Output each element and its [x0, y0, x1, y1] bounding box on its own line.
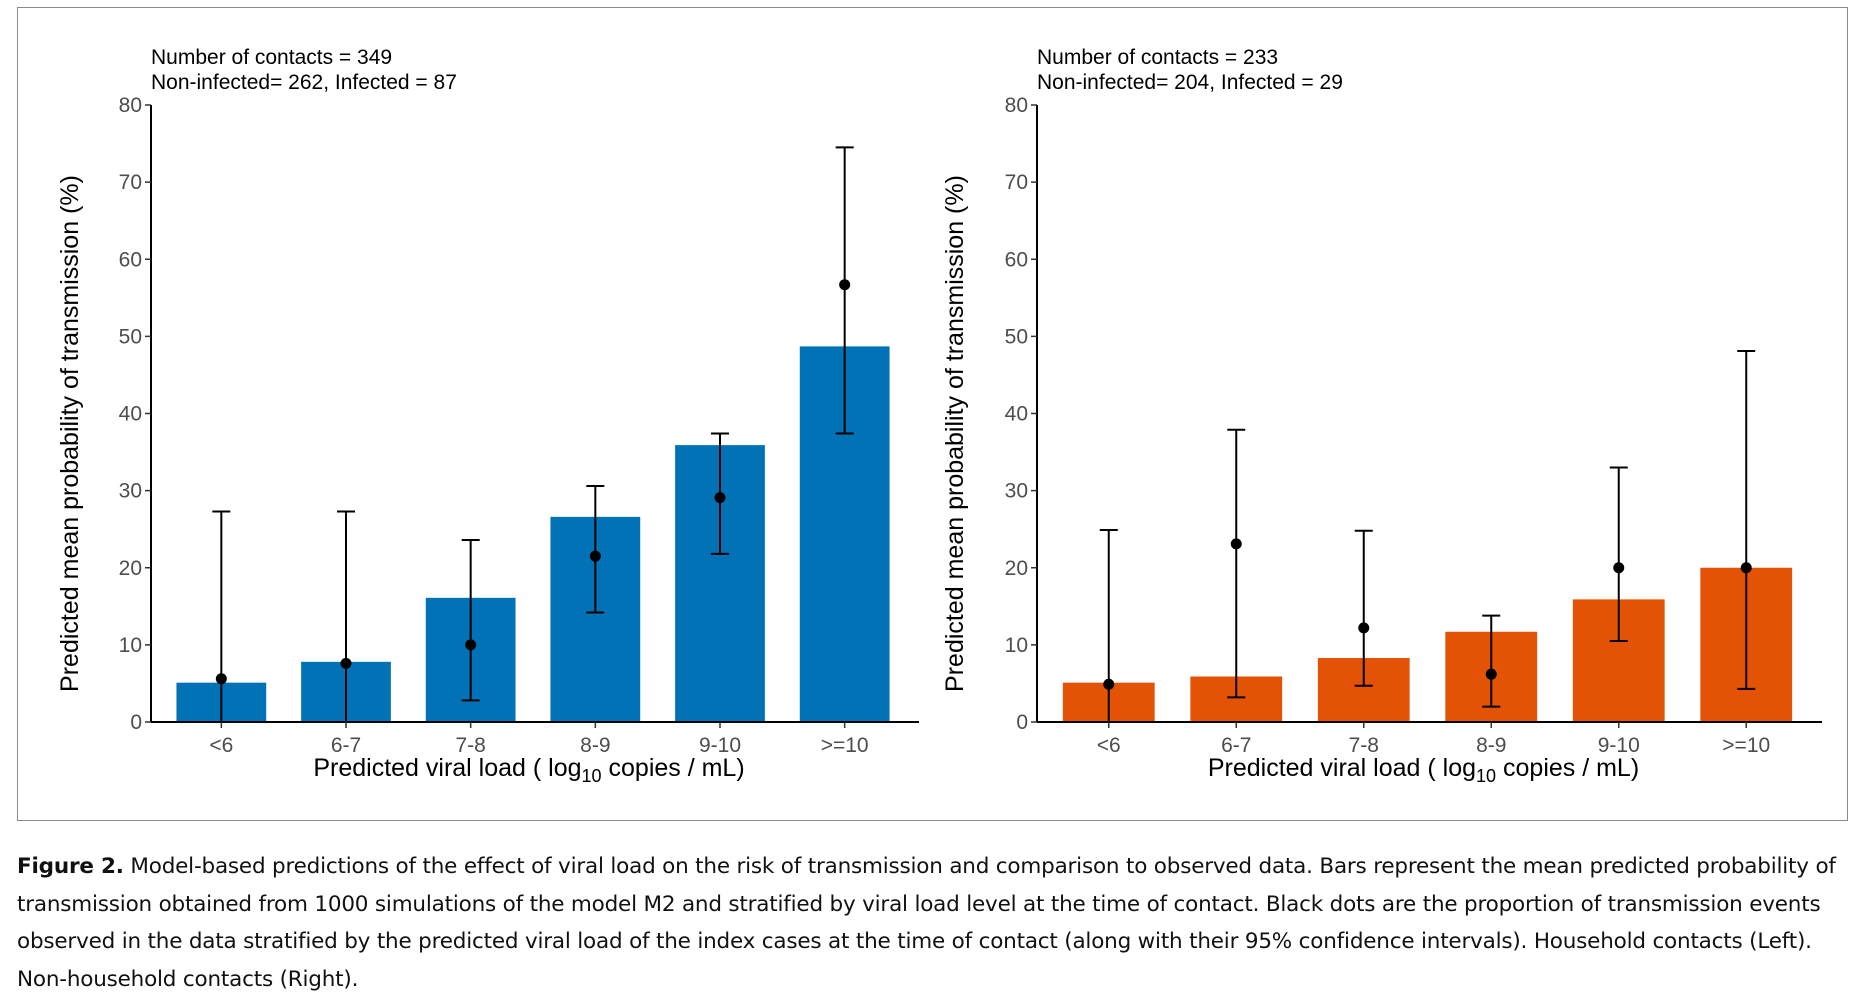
y-tick-label: 80 [1005, 94, 1028, 117]
y-axis-title: Predicted mean probability of transmissi… [56, 175, 84, 692]
x-tick-label: 7-8 [455, 734, 485, 757]
x-tick-label: >=10 [821, 734, 869, 757]
observed-point-<6 [215, 673, 227, 685]
x-tick-label: <6 [209, 734, 233, 757]
x-axis-title: Predicted viral load ( log10 copies / mL… [1208, 754, 1639, 786]
y-tick-label: 10 [1005, 634, 1028, 657]
observed-point-8-9 [1485, 668, 1497, 680]
observed-point-7-8 [1358, 622, 1370, 634]
y-tick-label: 50 [1005, 325, 1028, 348]
annotation-contacts: Number of contacts = 349 [151, 46, 392, 69]
observed-point-9-10 [714, 492, 726, 504]
y-tick-label: 30 [119, 480, 142, 503]
x-tick-label: 8-9 [1476, 734, 1506, 757]
annotation-infection-counts: Non-infected= 262, Infected = 87 [151, 71, 457, 94]
x-tick-label: >=10 [1722, 734, 1770, 757]
y-tick-label: 40 [119, 403, 142, 426]
observed-point-7-8 [465, 639, 477, 651]
x-tick-label: 6-7 [1221, 734, 1251, 757]
y-tick-label: 0 [1016, 711, 1028, 734]
annotation-infection-counts: Non-infected= 204, Infected = 29 [1037, 71, 1343, 94]
y-tick-label: 20 [119, 557, 142, 580]
caption-text: Model-based predictions of the effect of… [17, 854, 1836, 992]
observed-point->=10 [1740, 562, 1752, 574]
x-tick-label: 7-8 [1349, 734, 1379, 757]
x-tick-label: 9-10 [699, 734, 741, 757]
observed-point-8-9 [589, 550, 601, 562]
y-tick-label: 0 [130, 711, 142, 734]
x-axis-title: Predicted viral load ( log10 copies / mL… [313, 754, 744, 786]
x-tick-label: 6-7 [331, 734, 361, 757]
observed-point-6-7 [1230, 538, 1242, 550]
observed-point->=10 [839, 279, 851, 291]
observed-point-9-10 [1613, 562, 1625, 574]
x-tick-label: 8-9 [580, 734, 610, 757]
x-tick-label: 9-10 [1598, 734, 1640, 757]
y-axis-title: Predicted mean probability of transmissi… [941, 175, 969, 692]
y-tick-label: 50 [119, 325, 142, 348]
y-tick-label: 60 [1005, 248, 1028, 271]
y-tick-label: 20 [1005, 557, 1028, 580]
y-tick-label: 30 [1005, 480, 1028, 503]
caption-label: Figure 2. [17, 854, 124, 879]
y-tick-label: 70 [1005, 171, 1028, 194]
observed-point-<6 [1103, 678, 1115, 690]
y-tick-label: 60 [119, 248, 142, 271]
observed-point-6-7 [340, 657, 352, 669]
y-tick-label: 70 [119, 171, 142, 194]
y-tick-label: 10 [119, 634, 142, 657]
y-tick-label: 40 [1005, 403, 1028, 426]
y-tick-label: 80 [119, 94, 142, 117]
x-tick-label: <6 [1097, 734, 1121, 757]
figure-caption: Figure 2. Model-based predictions of the… [17, 848, 1847, 998]
annotation-contacts: Number of contacts = 233 [1037, 46, 1278, 69]
